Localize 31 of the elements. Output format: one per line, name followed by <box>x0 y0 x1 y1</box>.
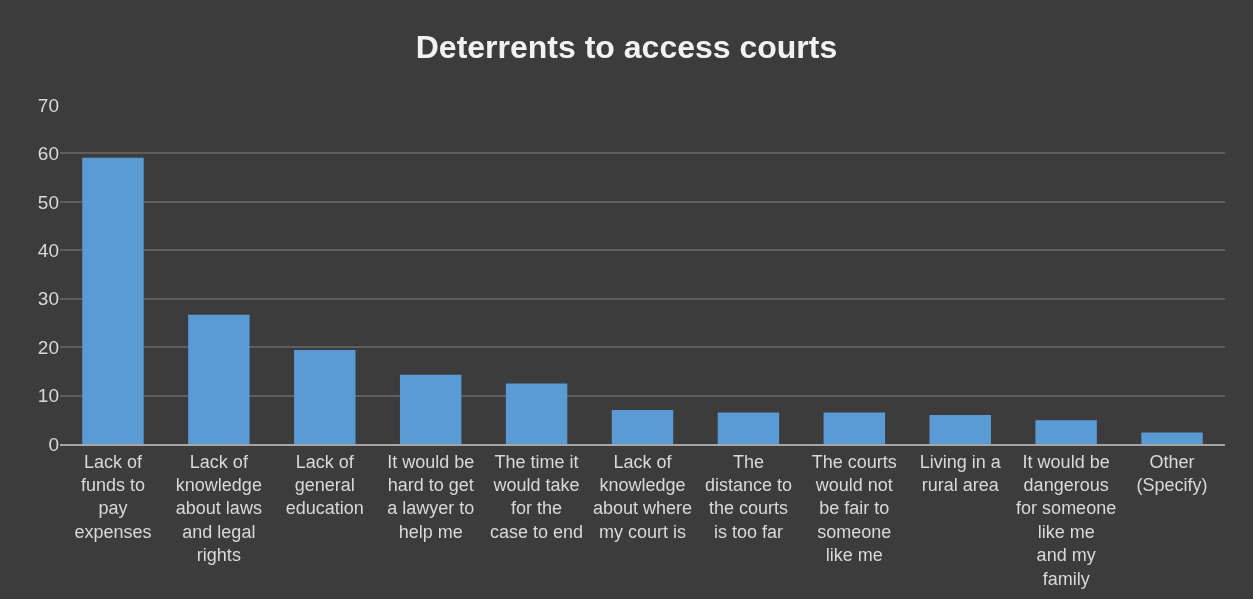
y-tick-label: 0 <box>48 433 59 455</box>
y-tick-label: 60 <box>37 143 59 165</box>
y-tick-label: 30 <box>37 288 59 310</box>
x-tick-label: The courts would not be fair to someone like me <box>811 451 897 566</box>
y-tick-label: 70 <box>37 94 59 116</box>
y-tick-label: 10 <box>37 385 59 407</box>
chart-title: Deterrents to access courts <box>415 29 838 66</box>
y-tick-label: 20 <box>37 336 59 358</box>
x-tick-label: Lack of funds to pay expenses <box>74 451 152 542</box>
bar <box>399 374 462 444</box>
bar <box>823 412 886 444</box>
x-tick-label: It would be hard to get a lawyer to help me <box>387 451 475 542</box>
bar <box>82 157 144 444</box>
x-tick-label: The time it would take for the case to end <box>490 451 584 542</box>
x-tick-label: Lack of knowledge about laws and legal rights <box>175 451 262 566</box>
x-tick-label: Lack of general education <box>285 451 364 519</box>
bar <box>505 383 568 444</box>
bar <box>717 412 780 444</box>
bar <box>1035 420 1097 444</box>
x-tick-label: Lack of knowledge about where my court is <box>592 451 693 542</box>
x-tick-label: It would be dangerous for someone like me and my family <box>1016 451 1117 589</box>
bar <box>188 314 250 444</box>
y-tick-label: 40 <box>37 239 59 261</box>
x-tick-label: The distance to the courts is too far <box>704 451 792 542</box>
y-tick-label: 50 <box>37 191 59 213</box>
x-tick-label: Living in a rural area <box>919 451 1002 495</box>
bar <box>929 414 991 444</box>
bar <box>1141 432 1203 444</box>
bar <box>611 410 674 444</box>
x-tick-label: Other (Specify) <box>1136 451 1208 495</box>
bar <box>294 350 356 444</box>
